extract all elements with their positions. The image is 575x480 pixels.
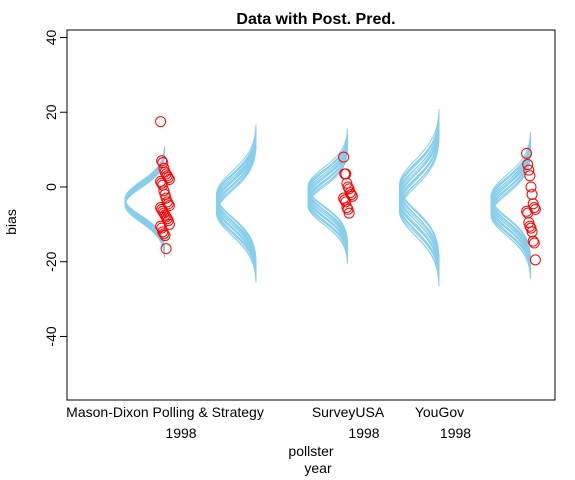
data-point-4-5 (526, 188, 538, 200)
points-group-0 (155, 116, 175, 255)
plot-frame (66, 29, 556, 401)
data-point-0-32 (160, 243, 172, 255)
data-point-2-2 (340, 168, 352, 180)
data-point-4-0 (521, 147, 533, 159)
data-point-0-27 (155, 220, 167, 232)
points-group-2 (338, 151, 358, 219)
data-point-4-16 (528, 237, 540, 249)
y-axis-label: bias (3, 209, 19, 235)
data-point-0-31 (159, 230, 171, 242)
data-point-4-3 (524, 170, 536, 182)
data-point-0-30 (158, 228, 170, 240)
data-point-0-10 (156, 177, 168, 189)
x-category-label-0: Mason-Dixon Polling & Strategy (66, 404, 264, 420)
x-category-year-3: 1998 (440, 425, 471, 441)
data-point-4-9 (521, 205, 533, 217)
data-point-4-17 (529, 254, 541, 266)
predictive-curve-3-19 (398, 109, 440, 261)
y-tick-label-0: 40 (43, 29, 59, 45)
plot-area (124, 109, 541, 287)
y-tick-label-2: 0 (43, 183, 59, 191)
data-point-4-4 (525, 181, 537, 193)
data-point-4-2 (523, 164, 535, 176)
predictive-group-1 (215, 124, 257, 283)
x-category-year-2: 1998 (348, 425, 379, 441)
predictive-group-0 (124, 146, 166, 258)
x-axis-label-line2: year (304, 460, 332, 476)
y-axis: 40 20 0 -20 -40 (43, 29, 67, 347)
data-point-2-0 (338, 151, 350, 163)
data-point-2-12 (341, 202, 353, 214)
predictive-group-4 (490, 132, 532, 279)
predictive-curve-1-19 (215, 124, 257, 265)
x-category-label-3: YouGov (415, 404, 464, 420)
y-tick-label-4: -40 (43, 326, 59, 346)
x-category-year-0: 1998 (165, 425, 196, 441)
data-point-4-10 (522, 207, 534, 219)
predictive-curve-0-19 (124, 146, 166, 252)
data-point-2-14 (343, 207, 355, 219)
data-point-4-12 (524, 220, 536, 232)
data-point-4-1 (522, 159, 534, 171)
data-point-0-0 (155, 116, 167, 128)
predictive-curve-2-19 (307, 128, 349, 246)
x-category-label-2: SurveyUSA (312, 404, 385, 420)
chart-title: Data with Post. Pred. (236, 11, 395, 28)
data-point-0-1 (156, 155, 168, 167)
data-point-2-4 (342, 181, 354, 193)
predictive-group-3 (398, 109, 440, 287)
x-axis-label-line1: pollster (288, 443, 333, 459)
predictive-curve-4-19 (490, 132, 532, 261)
points-group-4 (521, 147, 541, 266)
data-point-2-11 (340, 196, 352, 208)
y-tick-label-3: -20 (43, 251, 59, 271)
y-tick-label-1: 20 (43, 104, 59, 120)
x-axis: Mason-Dixon Polling & Strategy 1998 Survey… (66, 404, 471, 441)
data-point-0-24 (161, 213, 173, 225)
data-point-4-14 (526, 226, 538, 238)
data-point-4-15 (527, 235, 539, 247)
